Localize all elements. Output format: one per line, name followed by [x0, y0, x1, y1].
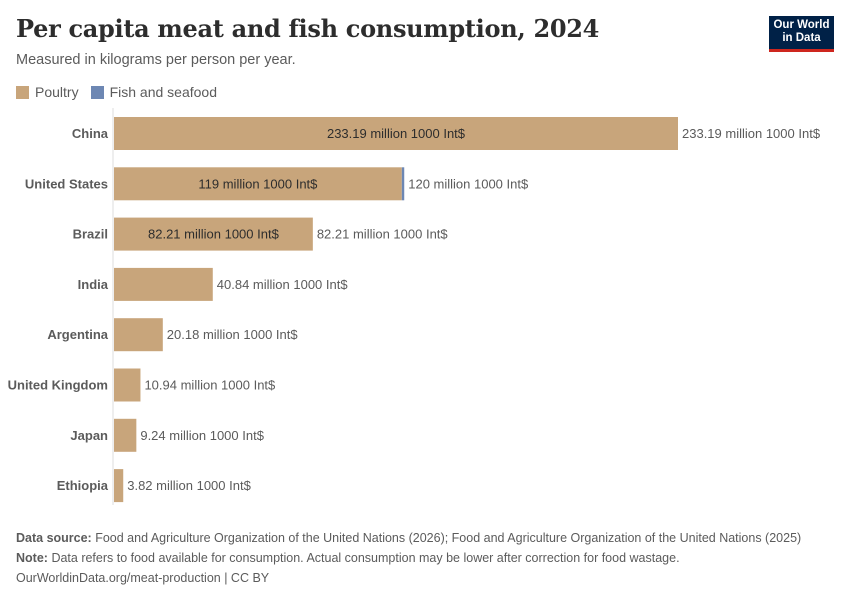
logo-accent-bar — [769, 49, 834, 52]
category-label: Brazil — [73, 227, 108, 242]
legend-label-fish: Fish and seafood — [109, 84, 217, 100]
bar-total-label: 3.82 million 1000 Int$ — [127, 478, 251, 493]
note: Note: Data refers to food available for … — [16, 548, 801, 568]
bar-total-label: 20.18 million 1000 Int$ — [167, 327, 299, 342]
bar-total-label: 82.21 million 1000 Int$ — [317, 227, 449, 242]
bar-poultry[interactable] — [114, 318, 163, 352]
logo-line-1: Our World — [773, 19, 830, 31]
bar-poultry[interactable] — [114, 469, 124, 503]
bar-chart: China 233.19 million 1000 Int$ 233.19 mill… — [8, 108, 821, 505]
category-label: India — [78, 277, 109, 292]
category-label: Ethiopia — [57, 478, 109, 493]
note-label: Note: — [16, 551, 48, 565]
category-label: United States — [25, 176, 108, 191]
legend-label-poultry: Poultry — [35, 84, 79, 100]
note-text: Data refers to food available for consum… — [51, 551, 680, 565]
bar-poultry[interactable] — [114, 267, 213, 301]
bar-total-label: 10.94 million 1000 Int$ — [144, 378, 276, 393]
chart-subtitle: Measured in kilograms per person per yea… — [16, 52, 296, 68]
data-source-text: Food and Agriculture Organization of the… — [95, 531, 802, 545]
chart-title: Per capita meat and fish consumption, 20… — [16, 14, 600, 43]
logo-line-2: in Data — [782, 32, 821, 44]
data-source-label: Data source: — [16, 531, 92, 545]
data-source: Data source: Food and Agriculture Organi… — [16, 528, 801, 548]
legend-item-fish[interactable]: Fish and seafood — [90, 84, 217, 100]
bar-total-label: 233.19 million 1000 Int$ — [682, 126, 821, 141]
bar-poultry[interactable] — [114, 167, 402, 201]
bar-fish[interactable] — [401, 167, 405, 201]
category-label: China — [72, 126, 109, 141]
bar-total-label: 40.84 million 1000 Int$ — [217, 277, 349, 292]
category-label: Japan — [70, 428, 108, 443]
legend-swatch-fish — [90, 85, 104, 99]
bar-inside-label: 119 million 1000 Int$ — [198, 176, 318, 191]
bar-inside-label: 233.19 million 1000 Int$ — [327, 126, 466, 141]
source-url[interactable]: OurWorldinData.org/meat-production | CC … — [16, 571, 270, 585]
legend-swatch-poultry — [16, 85, 29, 99]
bar-poultry[interactable] — [114, 117, 678, 150]
category-label: Argentina — [47, 327, 108, 342]
owid-logo[interactable]: Our World in Data — [769, 16, 834, 52]
bar-poultry[interactable] — [114, 368, 141, 402]
footer: Data source: Food and Agriculture Organi… — [16, 528, 801, 588]
legend-item-poultry[interactable]: Poultry — [16, 84, 79, 100]
bar-poultry[interactable] — [114, 217, 313, 251]
bar-total-label: 120 million 1000 Int$ — [408, 176, 529, 191]
bar-inside-label: 82.21 million 1000 Int$ — [148, 227, 280, 242]
legend: Poultry Fish and seafood — [16, 84, 229, 100]
bar-total-label: 9.24 million 1000 Int$ — [140, 428, 264, 443]
bar-poultry[interactable] — [114, 418, 137, 452]
category-label: United Kingdom — [8, 378, 108, 393]
